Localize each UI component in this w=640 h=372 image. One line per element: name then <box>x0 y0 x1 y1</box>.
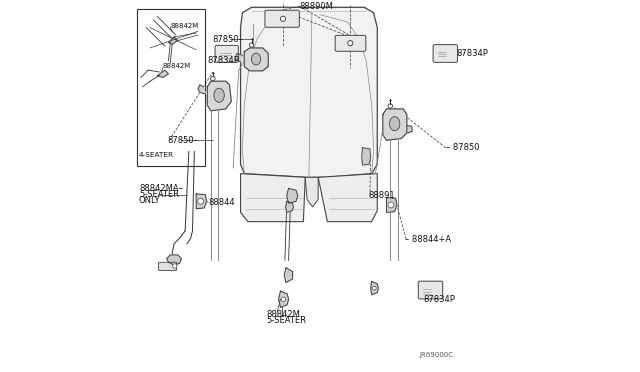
Text: 88842M: 88842M <box>170 23 198 29</box>
Text: 87834P: 87834P <box>456 49 488 58</box>
Text: 5-SEATER: 5-SEATER <box>139 190 179 199</box>
Text: 88842M: 88842M <box>266 310 300 318</box>
Circle shape <box>250 43 254 47</box>
Polygon shape <box>207 81 231 111</box>
Text: 87834P: 87834P <box>207 57 239 65</box>
Polygon shape <box>383 109 407 140</box>
Polygon shape <box>287 188 298 203</box>
Text: ONLY: ONLY <box>139 196 161 205</box>
Polygon shape <box>198 85 205 94</box>
Polygon shape <box>166 255 181 265</box>
Polygon shape <box>305 177 318 207</box>
Polygon shape <box>284 268 292 283</box>
Ellipse shape <box>214 88 224 102</box>
Circle shape <box>281 297 285 301</box>
Text: 87834P: 87834P <box>424 295 455 305</box>
FancyBboxPatch shape <box>159 262 177 270</box>
FancyBboxPatch shape <box>215 45 238 62</box>
Polygon shape <box>407 126 412 133</box>
Bar <box>137 9 205 166</box>
Polygon shape <box>196 194 207 209</box>
Polygon shape <box>157 70 168 77</box>
Text: 88844: 88844 <box>209 198 235 206</box>
Circle shape <box>348 41 353 46</box>
Polygon shape <box>285 201 293 212</box>
Text: 4-SEATER: 4-SEATER <box>139 152 174 158</box>
FancyBboxPatch shape <box>265 10 300 27</box>
Ellipse shape <box>390 117 400 131</box>
Text: 87850–: 87850– <box>213 35 244 44</box>
Polygon shape <box>278 291 289 307</box>
Circle shape <box>388 104 392 108</box>
FancyBboxPatch shape <box>335 35 366 51</box>
Circle shape <box>388 202 394 208</box>
Polygon shape <box>241 7 378 177</box>
Circle shape <box>198 198 204 204</box>
Polygon shape <box>387 198 397 212</box>
Circle shape <box>173 264 177 268</box>
Text: – 88844+A: – 88844+A <box>405 234 451 244</box>
Circle shape <box>280 16 285 21</box>
Circle shape <box>211 76 215 81</box>
Text: 5-SEATER: 5-SEATER <box>266 316 307 325</box>
Polygon shape <box>235 54 243 62</box>
Polygon shape <box>168 37 178 44</box>
Text: 88890M: 88890M <box>300 2 333 11</box>
Text: – 87850: – 87850 <box>445 143 479 152</box>
Polygon shape <box>241 174 305 222</box>
Ellipse shape <box>252 53 260 65</box>
Polygon shape <box>362 148 371 165</box>
Polygon shape <box>318 174 378 222</box>
Polygon shape <box>371 282 378 295</box>
Text: 88842MA–: 88842MA– <box>139 184 183 193</box>
Text: 88842M: 88842M <box>163 64 191 70</box>
Text: 87850–: 87850– <box>168 136 198 145</box>
Circle shape <box>372 286 376 290</box>
Polygon shape <box>244 48 268 71</box>
Text: 88891: 88891 <box>369 191 396 200</box>
FancyBboxPatch shape <box>433 45 458 62</box>
Text: JR69000C: JR69000C <box>420 352 454 357</box>
FancyBboxPatch shape <box>419 281 443 299</box>
